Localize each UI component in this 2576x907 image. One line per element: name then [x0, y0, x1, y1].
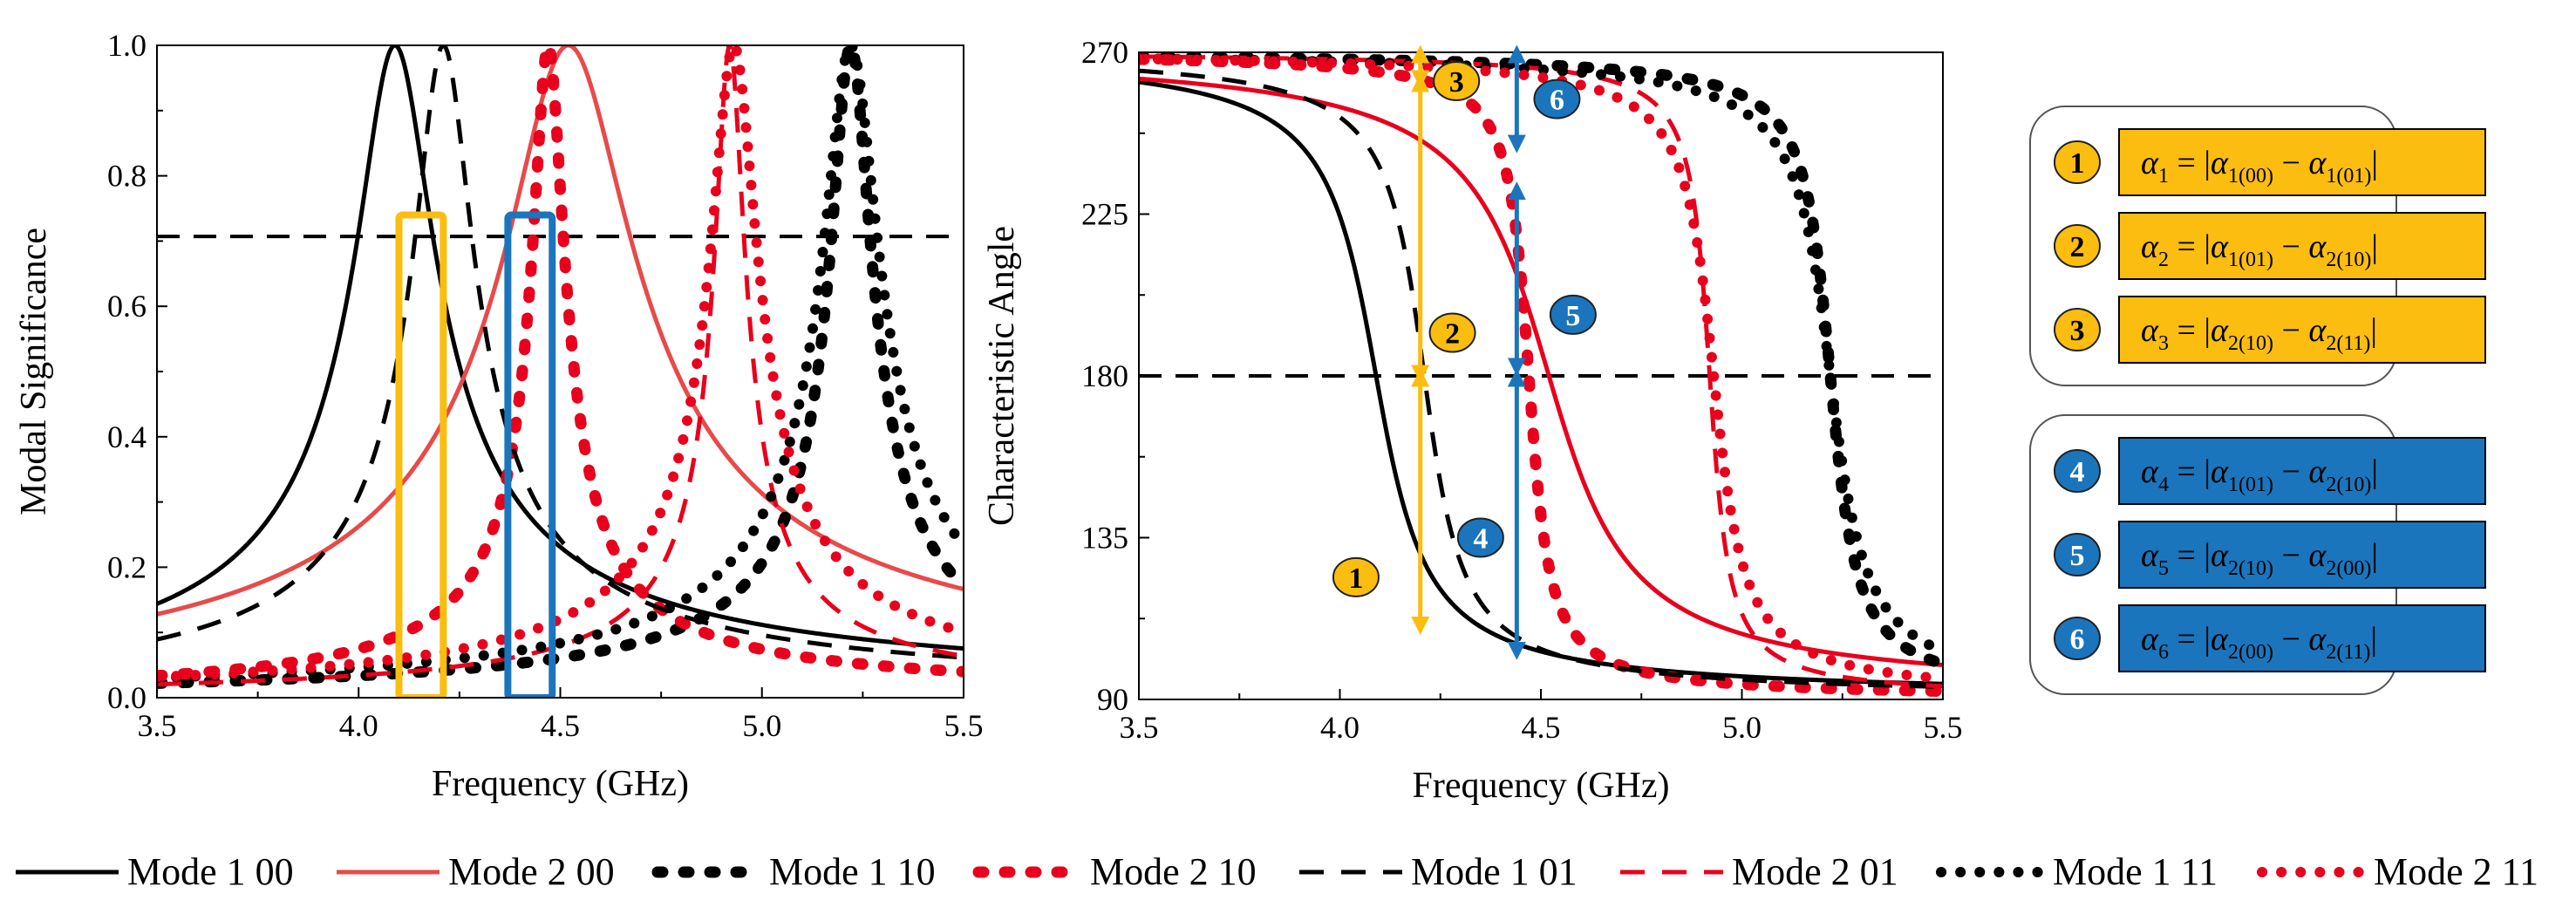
ca-x-tick-label: 5.0 [1722, 710, 1762, 745]
ca-x-tick-label: 4.5 [1522, 710, 1561, 745]
equation-3-number: 3 [2070, 315, 2085, 347]
equation-4-box [2118, 437, 2486, 505]
ms-y-tick-label: 0.0 [107, 680, 147, 715]
ca-y-tick-label: 225 [1081, 197, 1128, 232]
ca-x-tick-label: 5.5 [1924, 710, 1963, 745]
equation-3-badge [2054, 308, 2101, 351]
modal-significance-plot-area [157, 45, 964, 698]
modal-significance-axes-frame [156, 44, 964, 699]
ms-series-mode-2-10 [157, 45, 964, 682]
ms-series-mode-2-11 [157, 45, 964, 683]
equation-2-text: α2​ = |α1(01)​ − α2(10)​| [2141, 228, 2378, 271]
ms-series-mode-1-01 [157, 45, 964, 660]
characteristic-angle-x-axis-label: Frequency (GHz) [1412, 766, 1669, 806]
ca-series-mode-1-00 [1139, 79, 1943, 686]
arrow-1-badge [1332, 556, 1380, 597]
ca-x-tick-label: 4.0 [1320, 710, 1360, 745]
legend-label-mode-2-01: Mode 2 01 [1732, 850, 1898, 893]
equation-group-blue: 4 α4​ = |α1(01)​ − α2(10)​| 5 α5​ = |α2(10)… [2029, 414, 2486, 695]
arrow-5-badge [1549, 294, 1597, 335]
equation-4-text: α4​ = |α1(01)​ − α2(10)​| [2141, 454, 2378, 496]
equation-1-badge [2054, 140, 2101, 184]
ms-y-tick-label: 1.0 [107, 28, 147, 63]
equation-6-badge [2054, 617, 2101, 660]
legend-label-mode-2-11: Mode 2 11 [2374, 850, 2539, 893]
ms-x-tick-label: 5.5 [944, 708, 984, 743]
legend-label-mode-1-10: Mode 1 10 [769, 850, 936, 893]
equation-4-badge [2054, 449, 2101, 493]
characteristic-angle-y-axis-label: Characteristic Angle [982, 226, 1022, 526]
ms-x-tick-label: 4.5 [541, 708, 580, 743]
ca-y-tick-label: 90 [1097, 682, 1128, 717]
equation-2-box [2118, 212, 2486, 280]
highlight-gold-band [395, 211, 447, 698]
arrow-3-number: 3 [1449, 66, 1464, 99]
equation-group-gold: 1 α1​ = |α1(00)​ − α1(01)​| 2 α2​ = |α1(01)… [2029, 106, 2486, 386]
equation-4-number: 4 [2070, 456, 2085, 488]
ms-y-tick-label: 0.2 [107, 549, 147, 584]
ms-x-tick-label: 3.5 [138, 708, 177, 743]
modal-significance-ticks: 3.5 4.0 4.5 5.0 5.5 0.0 0.2 0.4 0.6 0.8 1.0 [107, 28, 984, 743]
equation-3-box [2118, 296, 2486, 364]
ms-y-tick-label: 0.8 [107, 159, 147, 194]
modal-significance-y-axis-label: Modal Significance [14, 228, 54, 515]
equation-1-box [2118, 128, 2486, 196]
ca-y-tick-label: 180 [1081, 358, 1128, 393]
equation-6-box [2118, 604, 2486, 672]
ms-y-tick-label: 0.4 [107, 419, 147, 454]
equation-3-text: α3​ = |α2(10)​ − α2(11)​| [2141, 312, 2377, 355]
ms-y-tick-label: 0.6 [107, 289, 147, 324]
characteristic-angle-chart: 3.5 4.0 4.5 5.0 5.5 90 135 180 225 270 1 2 3 4 5 6 Fre… [982, 35, 1963, 806]
equation-2-number: 2 [2070, 231, 2085, 263]
characteristic-angle-plot-area [1139, 52, 1943, 698]
arrow-4-number: 4 [1473, 523, 1488, 556]
equation-5-badge [2054, 533, 2101, 576]
modal-significance-chart: 3.5 4.0 4.5 5.0 5.5 0.0 0.2 0.4 0.6 0.8 1.0 Freque… [14, 28, 984, 804]
legend-label-mode-1-11: Mode 1 11 [2053, 850, 2218, 893]
legend: Mode 1 00 Mode 2 00 Mode 1 10 Mode 2 10 Mode… [16, 850, 2539, 893]
ca-series-mode-2-11 [1139, 53, 1943, 685]
angle-difference-arrows: 1 2 3 4 5 6 [1332, 44, 1597, 660]
equation-1-text: α1​ = |α1(00)​ − α1(01)​| [2141, 145, 2378, 188]
arrow-3-badge [1433, 60, 1481, 101]
equation-5-number: 5 [2070, 540, 2085, 572]
arrow-2-number: 2 [1445, 318, 1460, 351]
ca-series-mode-1-01 [1139, 68, 1943, 689]
arrow-5-number: 5 [1565, 300, 1580, 332]
ca-y-tick-label: 135 [1081, 521, 1128, 556]
legend-label-mode-2-00: Mode 2 00 [448, 850, 615, 893]
arrow-6-number: 6 [1550, 85, 1564, 117]
legend-label-mode-1-01: Mode 1 01 [1411, 850, 1578, 893]
highlight-blue-band [504, 211, 556, 698]
arrow-1-number: 1 [1348, 563, 1363, 595]
ca-x-tick-label: 3.5 [1120, 710, 1159, 745]
ca-series-mode-1-10 [1139, 52, 1943, 670]
equation-2-badge [2054, 224, 2101, 268]
ca-series-mode-2-01 [1139, 54, 1943, 689]
equation-5-box [2118, 521, 2486, 589]
ca-y-tick-label: 270 [1081, 35, 1128, 70]
ms-series-mode-2-01 [157, 45, 964, 687]
equation-6-text: α6​ = |α2(00)​ − α2(11)​| [2141, 621, 2377, 664]
ca-series-mode-2-00 [1139, 76, 1943, 668]
equation-5-text: α5​ = |α2(10)​ − α2(00)​| [2141, 537, 2378, 580]
arrow-4-badge [1456, 517, 1504, 558]
equation-6-number: 6 [2070, 624, 2085, 656]
ms-x-tick-label: 5.0 [742, 708, 781, 743]
arrow-6-badge [1533, 78, 1581, 119]
ms-series-mode-1-00 [157, 45, 964, 651]
legend-label-mode-2-10: Mode 2 10 [1090, 850, 1257, 893]
equation-1-number: 1 [2070, 147, 2085, 180]
modal-significance-x-axis-label: Frequency (GHz) [432, 764, 689, 804]
arrow-2-badge [1428, 312, 1476, 353]
ms-x-tick-label: 4.0 [339, 708, 378, 743]
legend-label-mode-1-00: Mode 1 00 [127, 850, 294, 893]
